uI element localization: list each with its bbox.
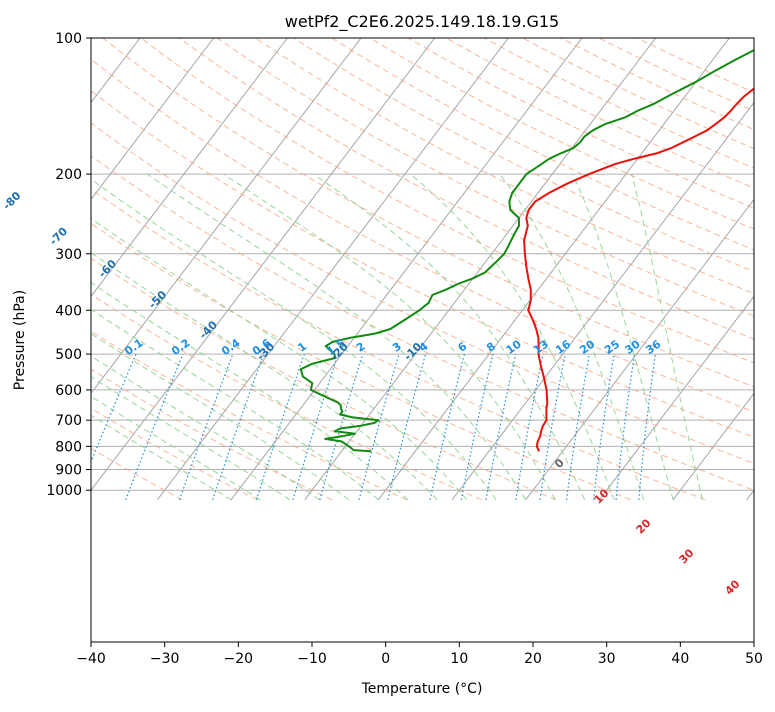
y-tick-label: 600 — [55, 383, 82, 399]
chart-title: wetPf2_C2E6.2025.149.18.19.G15 — [285, 12, 559, 32]
x-tick-label: 40 — [671, 651, 689, 667]
y-tick-label: 800 — [55, 439, 82, 455]
x-tick-label: 50 — [745, 651, 763, 667]
y-tick-label: 200 — [55, 167, 82, 183]
x-tick-label: 30 — [598, 651, 616, 667]
x-tick-label: −30 — [150, 651, 180, 667]
y-tick-label: 1000 — [46, 483, 82, 499]
y-tick-label: 100 — [55, 31, 82, 47]
y-tick-label: 700 — [55, 413, 82, 429]
y-tick-label: 400 — [55, 303, 82, 319]
x-tick-label: 0 — [381, 651, 390, 667]
x-tick-label: 10 — [450, 651, 468, 667]
x-tick-label: 20 — [524, 651, 542, 667]
y-axis-label: Pressure (hPa) — [12, 290, 28, 390]
x-axis-label: Temperature (°C) — [361, 681, 483, 697]
x-tick-label: −40 — [76, 651, 106, 667]
x-tick-label: −20 — [224, 651, 254, 667]
y-tick-label: 300 — [55, 247, 82, 263]
y-tick-label: 500 — [55, 347, 82, 363]
x-tick-label: −10 — [297, 651, 327, 667]
y-tick-label: 900 — [55, 463, 82, 479]
